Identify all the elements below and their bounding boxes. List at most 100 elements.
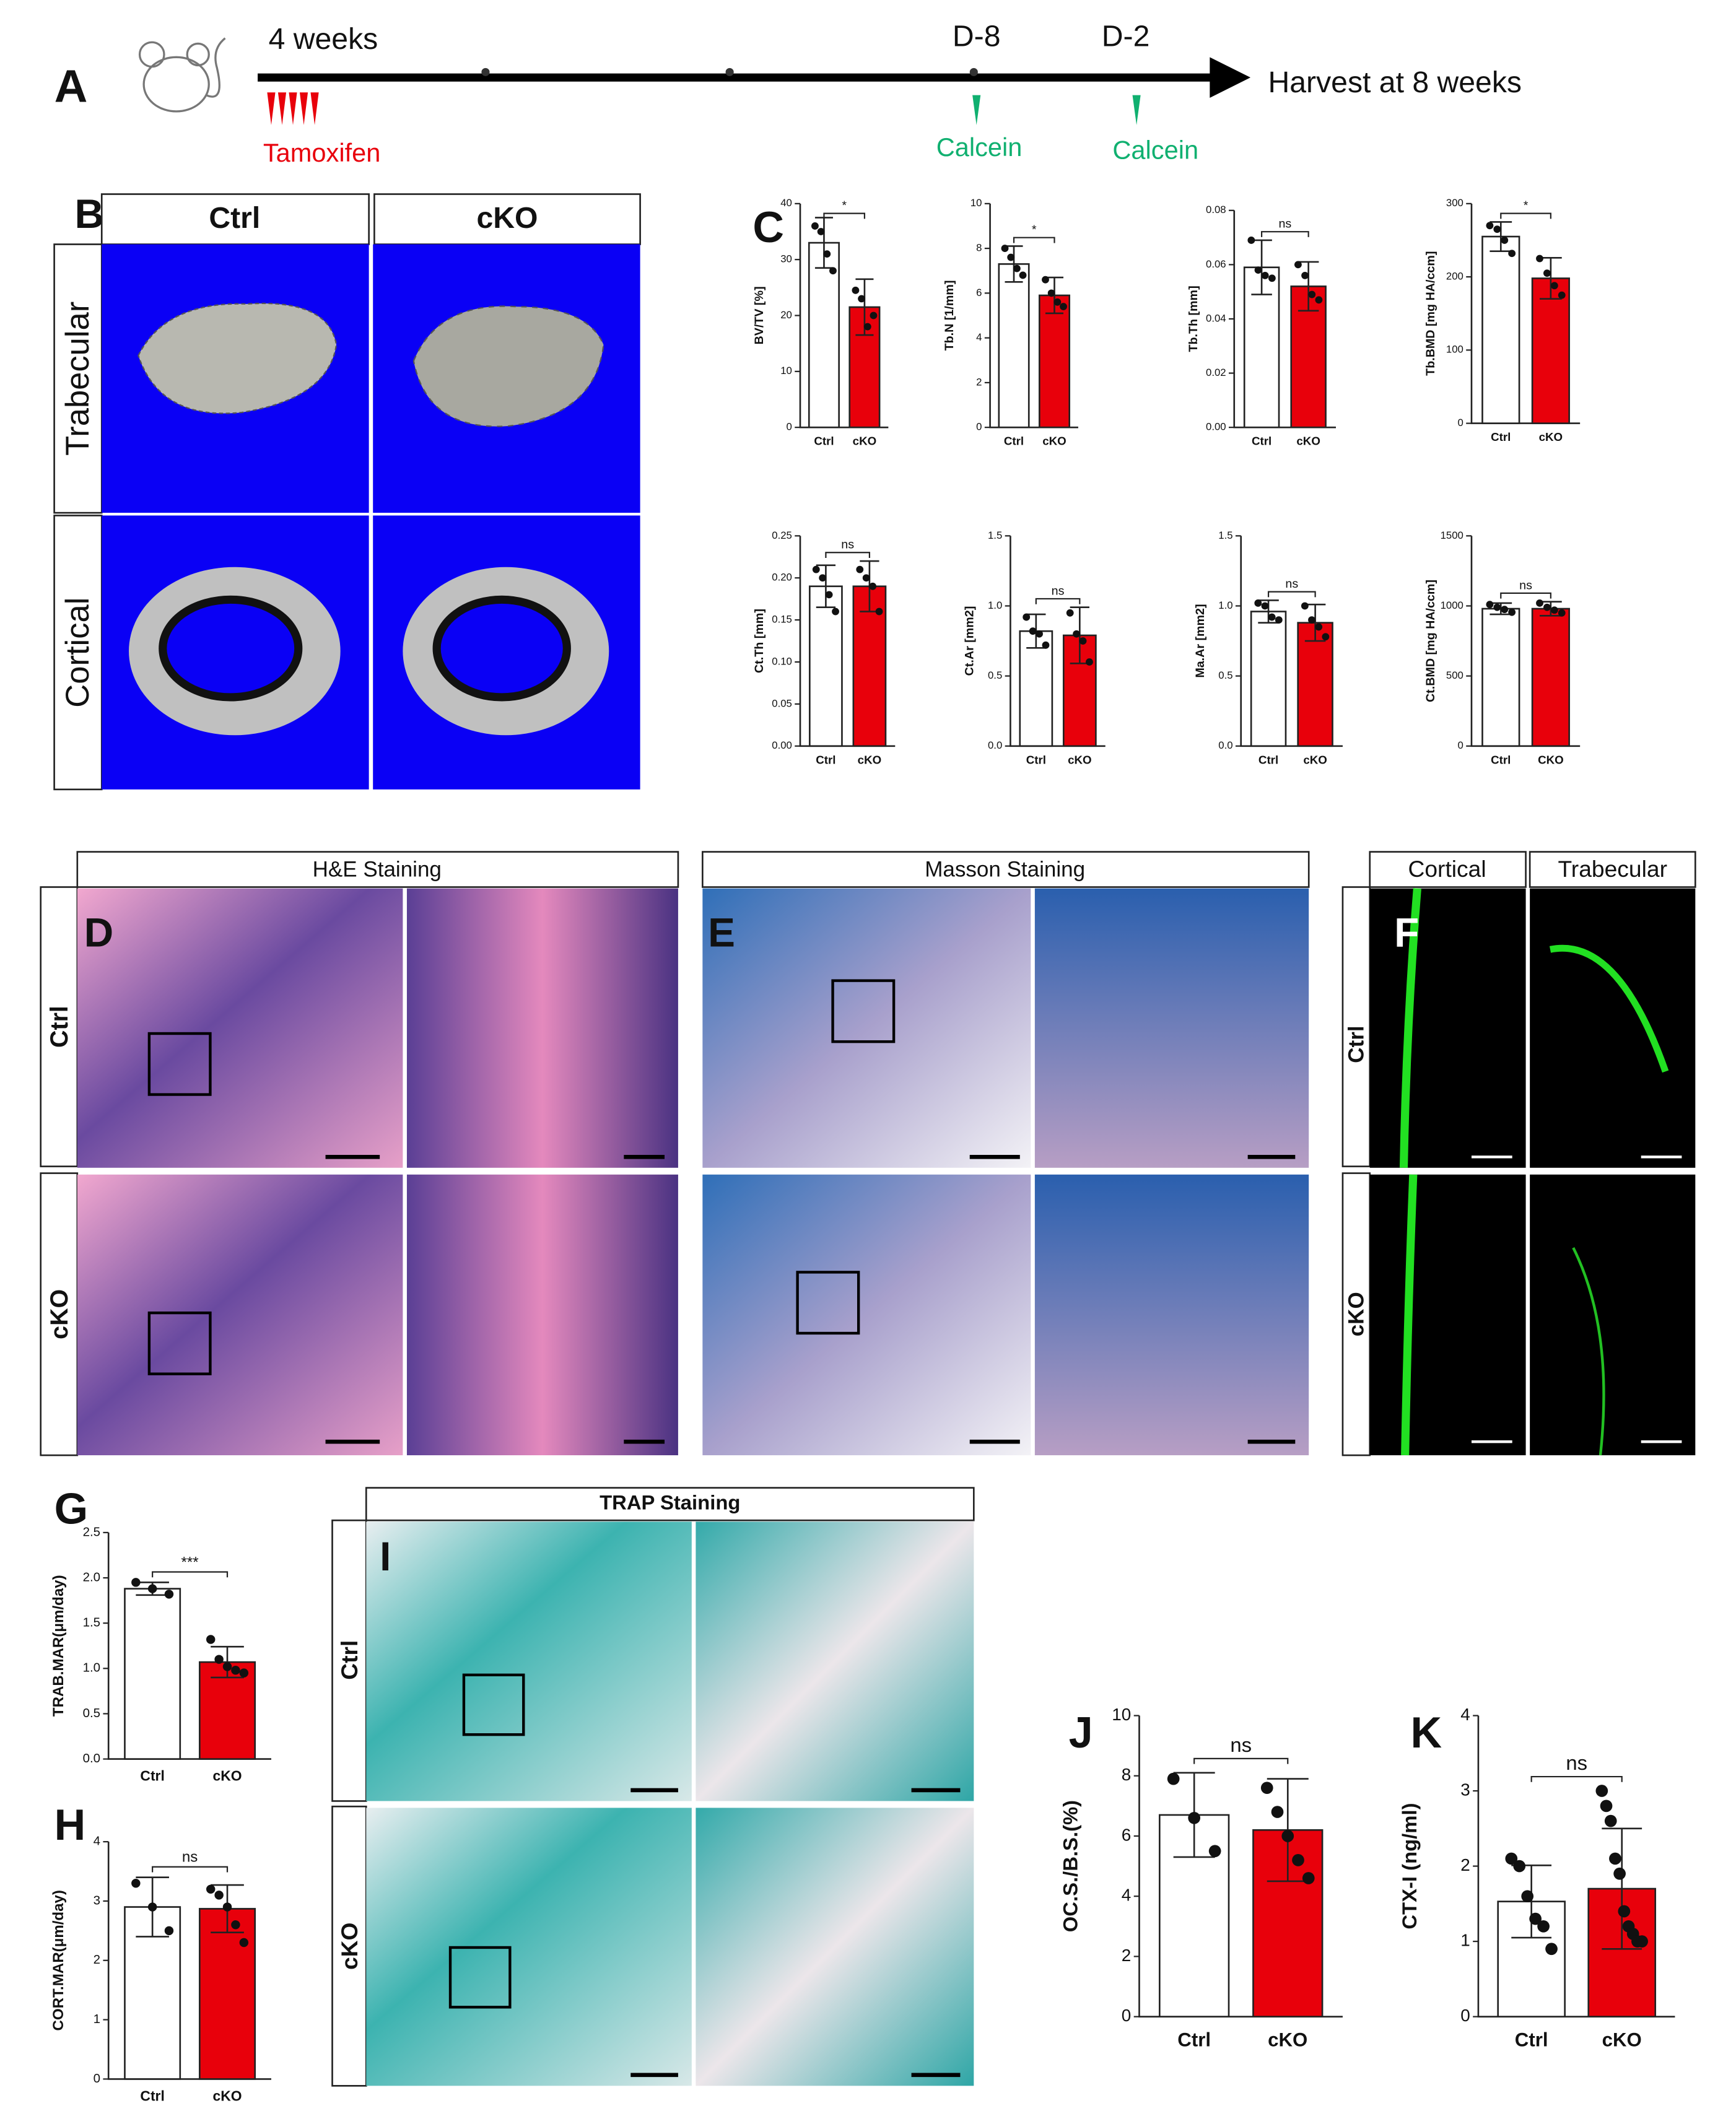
- data-point: [1501, 237, 1509, 244]
- micro-ct-images: [102, 244, 640, 790]
- x-tick-label: CKO: [1538, 753, 1564, 766]
- column-header: [100, 193, 370, 245]
- data-point: [239, 1668, 249, 1678]
- data-point: [214, 1891, 224, 1900]
- data-point: [1281, 1830, 1294, 1842]
- column-header: [1529, 851, 1696, 888]
- data-point: [1536, 599, 1543, 607]
- data-point: [1275, 616, 1283, 624]
- y-tick-label: 0.20: [772, 572, 792, 583]
- data-point: [811, 222, 819, 230]
- significance-bracket: [152, 1571, 229, 1578]
- x-tick-label: Ctrl: [1252, 435, 1271, 448]
- significance-label: ns: [841, 538, 854, 552]
- data-point: [164, 1926, 174, 1936]
- panel-label: K: [1410, 1708, 1442, 1757]
- data-point: [1268, 274, 1276, 282]
- layout: A 4 weeks D-8 D-2 Harvest at 8 weeks Tam…: [40, 19, 1696, 2087]
- data-point: [819, 574, 827, 582]
- data-point: [863, 323, 871, 331]
- data-point: [856, 565, 864, 573]
- y-tick-label: 0.5: [1218, 669, 1232, 681]
- data-point: [239, 1938, 249, 1948]
- significance-label: *: [1524, 199, 1529, 212]
- timeline-tick: [481, 67, 490, 76]
- significance-label: ns: [182, 1849, 198, 1866]
- significance-bracket: [1193, 1757, 1289, 1764]
- y-tick-label: 2: [976, 376, 982, 388]
- data-point: [1486, 222, 1494, 230]
- y-tick-label: 0.02: [1206, 367, 1226, 378]
- data-point: [1066, 609, 1074, 617]
- error-bar: [1602, 1827, 1642, 1950]
- y-tick-label: 10: [780, 365, 792, 376]
- data-point: [147, 1902, 157, 1912]
- data-point: [1053, 298, 1062, 306]
- significance-label: ns: [1285, 577, 1298, 591]
- y-axis-label: OC.S./B.S.(%): [1059, 1800, 1082, 1932]
- bar: [1297, 622, 1333, 747]
- data-point: [1609, 1852, 1621, 1865]
- y-tick-label: 0.0: [83, 1751, 100, 1765]
- data-point: [1618, 1905, 1631, 1918]
- y-tick-label: 6: [1122, 1825, 1132, 1844]
- timeline-arrow: [1210, 57, 1251, 98]
- calcein-mark: [1132, 95, 1141, 125]
- bar: [199, 1908, 256, 2080]
- panel-header: [702, 851, 1310, 888]
- data-point: [1537, 1920, 1550, 1933]
- y-tick-label: 0.5: [83, 1706, 100, 1720]
- data-point: [1007, 253, 1015, 261]
- bar-chart: J 0 2 4 6 8 10 OC.S./B.S.(%) Ctrl cKO ns: [1059, 1705, 1343, 2050]
- panel-label: A: [55, 61, 88, 112]
- data-point: [1013, 264, 1021, 272]
- row-label: Cortical: [59, 598, 96, 708]
- masson-images: [702, 888, 1309, 1456]
- y-tick-label: 0.06: [1206, 258, 1226, 270]
- row-header: [53, 515, 103, 791]
- data-point: [1308, 290, 1316, 298]
- y-tick-label: 0.25: [772, 529, 792, 541]
- data-point: [1521, 1890, 1534, 1903]
- tamoxifen-marks: [267, 92, 319, 125]
- y-tick-label: 4: [976, 331, 982, 343]
- calcein-mark: [972, 95, 981, 125]
- panel-label: E: [708, 910, 735, 955]
- timeline-end: Harvest at 8 weeks: [1268, 66, 1522, 99]
- row-label: cKO: [336, 1923, 362, 1970]
- row-label: Ctrl: [336, 1640, 362, 1680]
- data-point: [1042, 276, 1049, 284]
- y-axis-label: TRAB.MAR(μm/day): [50, 1575, 67, 1717]
- y-tick-label: 0: [1458, 417, 1463, 429]
- panel-header: [365, 1487, 975, 1521]
- data-point: [1604, 1814, 1617, 1827]
- y-tick-label: 0.15: [772, 614, 792, 625]
- y-tick-label: 300: [1446, 197, 1463, 209]
- y-tick-label: 2.5: [83, 1525, 100, 1539]
- mouse-icon: [138, 37, 226, 113]
- y-tick-label: 1.5: [1218, 529, 1232, 541]
- significance-bracket: [1035, 598, 1081, 604]
- panel-title: TRAP Staining: [600, 1491, 740, 1514]
- y-axis-label: Ct.Th [mm]: [752, 609, 766, 673]
- y-tick-label: 1500: [1441, 529, 1463, 541]
- data-point: [1086, 658, 1093, 666]
- bar: [1531, 277, 1570, 424]
- x-tick-label: cKO: [1303, 753, 1327, 766]
- significance-label: ns: [1278, 217, 1291, 231]
- data-point: [1261, 602, 1269, 610]
- y-tick-label: 1: [94, 2012, 100, 2026]
- y-tick-label: 40: [780, 197, 792, 209]
- column-header: [1369, 851, 1527, 888]
- y-axis-label: Tb.BMD [mg HA/ccm]: [1424, 251, 1437, 376]
- y-tick-label: 8: [1122, 1765, 1132, 1784]
- data-point: [875, 607, 883, 616]
- y-axis-label: BV/TV [%]: [752, 286, 766, 344]
- y-tick-label: 0.0: [988, 739, 1002, 751]
- x-tick-label: Ctrl: [1491, 753, 1511, 766]
- y-tick-label: 4: [1460, 1705, 1470, 1724]
- data-point: [1558, 609, 1566, 617]
- bar-chart: 0.0 0.5 1.0 1.5 Ma.Ar [mm2] Ctrl cKO ns: [1193, 529, 1343, 766]
- panel-label: C: [752, 203, 784, 251]
- significance-bracket: [825, 552, 871, 559]
